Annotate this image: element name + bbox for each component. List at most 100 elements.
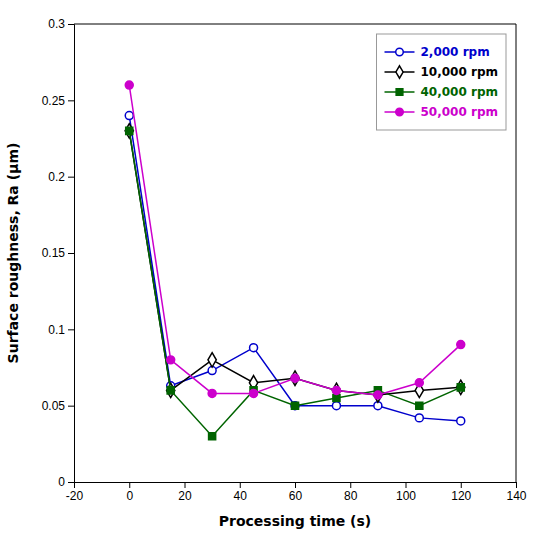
point bbox=[416, 402, 423, 409]
tick-mark bbox=[68, 177, 74, 178]
tick-label: 140 bbox=[506, 489, 526, 503]
tick-label: 0.1 bbox=[48, 323, 65, 337]
legend-symbol bbox=[396, 89, 403, 96]
legend-symbol bbox=[396, 66, 403, 78]
tick-label: 40 bbox=[234, 489, 248, 503]
point bbox=[374, 388, 382, 402]
tick-mark bbox=[68, 406, 74, 407]
tick-mark bbox=[68, 482, 74, 483]
tick-mark bbox=[68, 24, 74, 25]
legend-symbol bbox=[396, 48, 404, 56]
marks bbox=[125, 81, 465, 440]
y-tick: 0.15 bbox=[42, 246, 74, 260]
tick-label: -20 bbox=[66, 489, 84, 503]
legend-label: 40,000 rpm bbox=[421, 85, 499, 99]
y-axis-title: Surface roughness, Ra (μm) bbox=[5, 143, 21, 364]
line bbox=[129, 131, 461, 436]
x-tick: 60 bbox=[289, 482, 303, 503]
x-tick: 40 bbox=[234, 482, 248, 503]
point bbox=[208, 389, 216, 397]
series bbox=[125, 124, 465, 403]
tick-mark bbox=[295, 482, 296, 488]
plot: -2002040608010012014000.050.10.150.20.25… bbox=[42, 17, 527, 502]
tick-mark bbox=[516, 482, 517, 488]
point bbox=[125, 112, 133, 120]
point bbox=[332, 386, 340, 394]
tick-label: 0.25 bbox=[42, 94, 66, 108]
x-axis-line bbox=[75, 483, 517, 489]
point bbox=[250, 389, 258, 397]
chart: -2002040608010012014000.050.10.150.20.25… bbox=[0, 0, 540, 540]
point bbox=[167, 387, 174, 394]
point bbox=[291, 371, 299, 385]
tick-label: 20 bbox=[178, 489, 192, 503]
point bbox=[208, 353, 216, 367]
x-axis: -20 0 20 40 60 80 100 120 140 bbox=[66, 482, 527, 503]
point bbox=[415, 414, 423, 422]
point bbox=[374, 391, 382, 399]
tick-mark bbox=[240, 482, 241, 488]
x-tick: 80 bbox=[344, 482, 358, 503]
x-axis-title: Processing time (s) bbox=[219, 513, 371, 529]
y-tick: 0.3 bbox=[48, 17, 74, 31]
x-tick: 20 bbox=[178, 482, 192, 503]
tick-mark bbox=[185, 482, 186, 488]
tick-label: 0 bbox=[58, 475, 65, 489]
line bbox=[129, 85, 461, 395]
point bbox=[415, 379, 423, 387]
frame bbox=[74, 24, 516, 25]
legend-symbol bbox=[396, 108, 404, 116]
tick-label: 0.15 bbox=[42, 246, 66, 260]
tick-label: 120 bbox=[451, 489, 471, 503]
x-tick: 140 bbox=[506, 482, 526, 503]
point bbox=[332, 402, 340, 410]
y-axis: 0 0.05 0.1 0.15 0.2 0.25 0.3 bbox=[42, 17, 75, 489]
point bbox=[291, 402, 299, 410]
y-tick: 0.2 bbox=[48, 170, 74, 184]
line bbox=[129, 131, 461, 395]
tick-mark bbox=[406, 482, 407, 488]
legend-label: 2,000 rpm bbox=[421, 45, 490, 59]
point bbox=[457, 384, 464, 391]
tick-mark bbox=[68, 329, 74, 330]
legend-label: 10,000 rpm bbox=[421, 65, 499, 79]
legend-box bbox=[377, 34, 507, 130]
point bbox=[457, 341, 465, 349]
tick-mark bbox=[461, 482, 462, 488]
tick-label: 0 bbox=[126, 489, 133, 503]
tick-label: 0.05 bbox=[42, 399, 66, 413]
y-tick: 0.05 bbox=[42, 399, 74, 413]
x-tick: 0 bbox=[126, 482, 133, 503]
line bbox=[129, 116, 461, 421]
point bbox=[250, 344, 258, 352]
tick-mark bbox=[129, 482, 130, 488]
y-tick: 0 bbox=[58, 475, 74, 489]
tick-label: 0.3 bbox=[48, 17, 65, 31]
point bbox=[209, 433, 216, 440]
legend: 2,000 rpm 10,000 rpm 40,000 rpm 50,000 rpm bbox=[377, 34, 507, 130]
point bbox=[291, 402, 298, 409]
point bbox=[167, 383, 175, 397]
legend-label: 50,000 rpm bbox=[421, 105, 499, 119]
series bbox=[126, 127, 465, 439]
tick-mark bbox=[350, 482, 351, 488]
y-tick: 0.25 bbox=[42, 94, 74, 108]
x-tick: 120 bbox=[451, 482, 471, 503]
tick-mark bbox=[68, 100, 74, 101]
tick-label: 80 bbox=[344, 489, 358, 503]
x-tick: -20 bbox=[66, 482, 84, 503]
frame bbox=[516, 24, 517, 482]
point bbox=[167, 356, 175, 364]
point bbox=[457, 380, 465, 394]
point bbox=[333, 394, 340, 401]
point bbox=[125, 124, 133, 138]
tick-label: 100 bbox=[396, 489, 416, 503]
point bbox=[126, 127, 133, 134]
tick-mark bbox=[68, 253, 74, 254]
point bbox=[125, 81, 133, 89]
point bbox=[291, 374, 299, 382]
y-tick: 0.1 bbox=[48, 323, 74, 337]
tick-label: 0.2 bbox=[48, 170, 65, 184]
series bbox=[125, 112, 464, 425]
tick-label: 60 bbox=[289, 489, 303, 503]
